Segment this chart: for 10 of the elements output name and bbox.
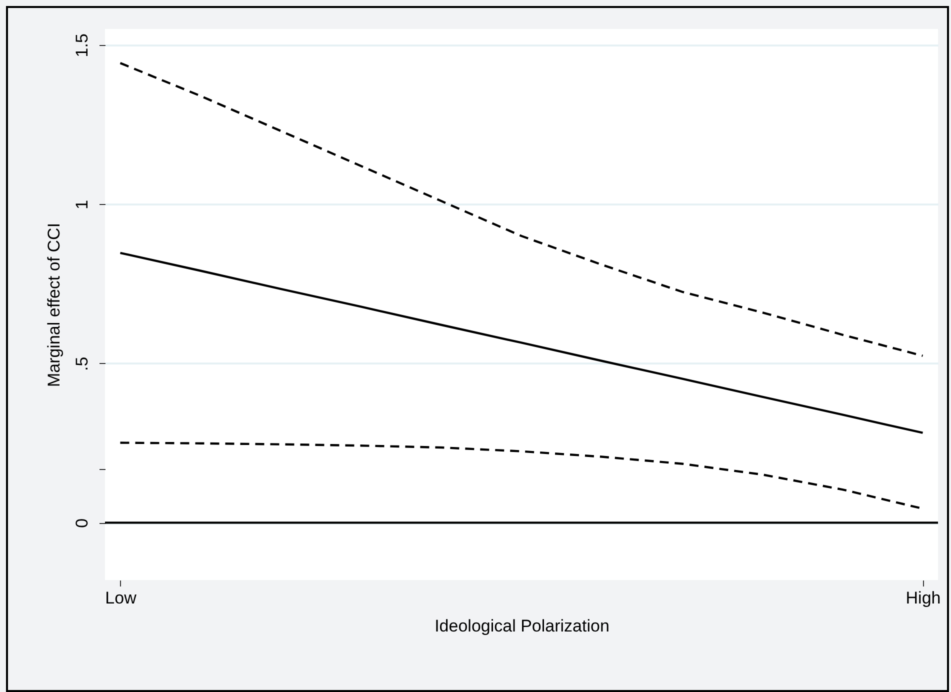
- y-tick-label: 1: [72, 200, 92, 210]
- x-tick-label: High: [906, 588, 941, 608]
- y-tick-label: .5: [72, 356, 92, 372]
- x-tick-label: Low: [105, 588, 138, 608]
- y-tick-label: 0: [72, 518, 92, 528]
- line-series: [119, 252, 924, 434]
- x-axis-title: Ideological Polarization: [434, 616, 610, 636]
- line-series: [119, 62, 924, 357]
- y-tick-label: 1.5: [72, 34, 92, 58]
- y-axis-title: Marginal effect of CCI: [44, 222, 64, 388]
